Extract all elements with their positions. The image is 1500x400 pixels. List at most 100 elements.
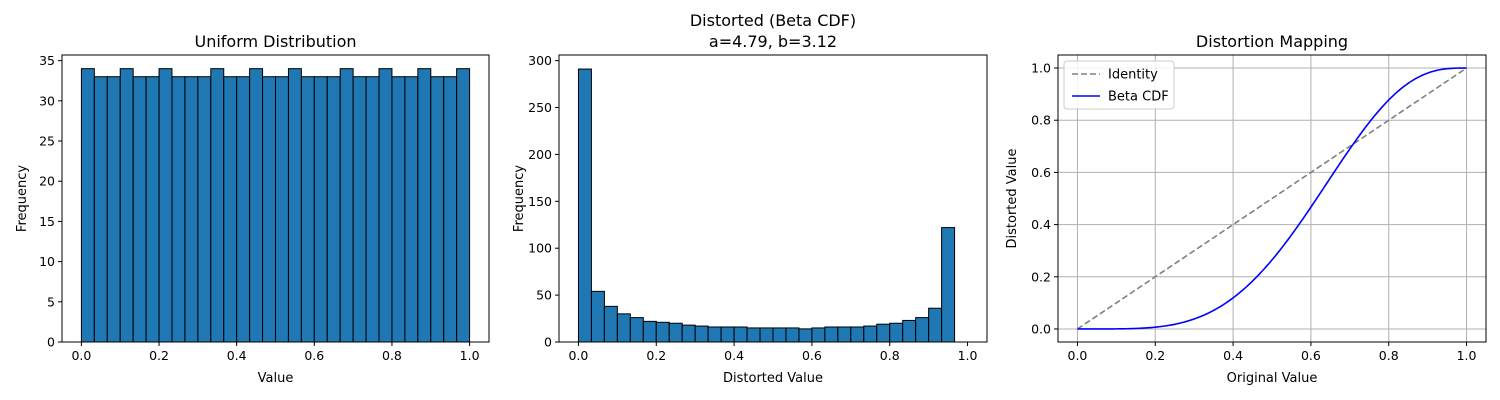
chart-1-bar-4 <box>132 76 147 343</box>
chart-1-bar-14 <box>262 76 277 343</box>
chart-3-ytick-label-5: 1.0 <box>1031 61 1051 76</box>
chart-1-ytick-label-2: 10 <box>39 254 55 269</box>
chart-2-bar-12 <box>733 326 748 343</box>
chart-1-xtick-label-3: 0.6 <box>304 348 324 363</box>
chart-2-ytick-label-1: 50 <box>536 288 552 303</box>
chart-2-bar-24 <box>889 322 904 343</box>
chart-2-xtick-label-3: 0.6 <box>802 348 822 363</box>
chart-1-ytick-label-7: 35 <box>39 53 55 68</box>
chart-2-ytick-label-5: 250 <box>528 100 552 115</box>
chart-1-bar-23 <box>378 68 393 343</box>
chart-1-bar-0 <box>80 68 95 343</box>
chart-2-bar-6 <box>655 321 670 343</box>
chart-1-bar-1 <box>93 76 108 343</box>
chart-3-xtick-label-3: 0.6 <box>1301 348 1321 363</box>
chart-2-xtick-label-0: 0.0 <box>569 348 589 363</box>
chart-2-xtick-label-1: 0.2 <box>646 348 666 363</box>
chart-1-xtick-label-0: 0.0 <box>71 348 91 363</box>
chart-2-ytick-label-2: 100 <box>528 241 552 256</box>
chart-1-bar-18 <box>313 76 328 343</box>
chart-3-ytick-label-4: 0.8 <box>1031 113 1051 128</box>
chart-3-ytick-label-0: 0.0 <box>1031 321 1051 336</box>
chart-2-bar-14 <box>759 327 774 343</box>
chart-1-bar-26 <box>417 68 432 343</box>
chart-2-bar-15 <box>772 327 787 343</box>
chart-1-ytick-label-3: 15 <box>39 214 55 229</box>
chart-1-xtick-label-1: 0.2 <box>149 348 169 363</box>
chart-2-bar-26 <box>915 317 930 343</box>
chart-2-bar-18 <box>811 327 826 343</box>
chart-1-bar-29 <box>456 68 471 343</box>
chart-3-legend-box <box>1063 60 1175 110</box>
chart-1-xtick-label-4: 0.8 <box>382 348 402 363</box>
chart-2-xtick-label-5: 1.0 <box>958 348 978 363</box>
chart-1-bar-28 <box>443 76 458 343</box>
chart-3-legend-label-beta-cdf: Beta CDF <box>1108 90 1169 105</box>
chart-2-bar-23 <box>876 323 891 343</box>
chart-2-xlabel: Distorted Value <box>723 371 823 386</box>
chart-2-bar-25 <box>902 319 917 343</box>
chart-1-xtick-label-2: 0.4 <box>227 348 247 363</box>
chart-1-bar-9 <box>197 76 212 343</box>
chart-3-xtick-label-4: 0.8 <box>1379 348 1399 363</box>
chart-2-bar-10 <box>707 326 722 343</box>
chart-1-xlabel: Value <box>258 371 294 386</box>
chart-1-ylabel: Frequency <box>15 165 30 232</box>
chart-2-bar-2 <box>603 305 618 343</box>
chart-2-bar-22 <box>863 325 878 343</box>
chart-1-bar-24 <box>391 76 406 343</box>
chart-1-ytick-label-5: 25 <box>39 134 55 149</box>
chart-1-bar-11 <box>223 76 238 343</box>
chart-1-bar-10 <box>210 68 225 343</box>
chart-1-bar-19 <box>326 76 341 343</box>
chart-3-ylabel: Distorted Value <box>1005 149 1020 249</box>
chart-2-bar-27 <box>928 307 943 343</box>
chart-2-bar-28 <box>941 227 956 343</box>
chart-2-bar-3 <box>616 313 631 343</box>
chart-2-bar-1 <box>590 290 605 343</box>
chart-2-bar-4 <box>629 317 644 343</box>
chart-2-bar-11 <box>720 326 735 343</box>
chart-2-ytick-label-0: 0 <box>544 335 552 350</box>
chart-1-ytick-label-1: 5 <box>47 294 55 309</box>
chart-1-bar-21 <box>352 76 367 343</box>
chart-2-bar-13 <box>746 327 761 343</box>
chart-2-title-line-1: Distorted (Beta CDF) <box>690 11 856 30</box>
chart-1-bar-22 <box>365 76 380 343</box>
chart-3-ytick-label-3: 0.6 <box>1031 165 1051 180</box>
chart-2-bar-16 <box>785 327 800 343</box>
chart-2-bar-20 <box>837 326 852 343</box>
chart-2-ytick-label-4: 200 <box>528 147 552 162</box>
chart-3-series-beta-cdf <box>1077 67 1467 330</box>
chart-1-bar-17 <box>300 76 315 343</box>
chart-1-ytick-label-0: 0 <box>47 335 55 350</box>
chart-2-bar-19 <box>824 326 839 343</box>
chart-2-axes-frame <box>558 54 988 343</box>
chart-1-bar-27 <box>430 76 445 343</box>
chart-1-ytick-label-4: 20 <box>39 174 55 189</box>
chart-2-ylabel: Frequency <box>512 165 527 232</box>
chart-1-bar-15 <box>275 76 289 343</box>
chart-2-bar-7 <box>668 322 683 343</box>
chart-2-bar-0 <box>577 68 592 343</box>
chart-3-xlabel: Original Value <box>1227 371 1318 386</box>
chart-2-ytick-label-3: 150 <box>528 194 552 209</box>
chart-1-bar-8 <box>184 76 199 343</box>
chart-1-bar-16 <box>287 68 302 343</box>
chart-2-bar-8 <box>681 324 696 343</box>
chart-1-bar-3 <box>119 68 134 343</box>
chart-2-ytick-label-6: 300 <box>528 53 552 68</box>
chart-1-xtick-label-5: 1.0 <box>460 348 480 363</box>
chart-3-axes-frame <box>1057 54 1487 343</box>
chart-1-bar-2 <box>106 76 121 343</box>
chart-1-title: Uniform Distribution <box>194 32 356 51</box>
chart-1-bar-7 <box>171 76 186 343</box>
chart-3-legend-label-identity: Identity <box>1108 68 1158 83</box>
chart-2-title-line-2: a=4.79, b=3.12 <box>709 32 837 51</box>
chart-3-xtick-label-1: 0.2 <box>1145 348 1165 363</box>
chart-3-xtick-label-5: 1.0 <box>1457 348 1477 363</box>
chart-1-bar-25 <box>404 76 419 343</box>
chart-3-xtick-label-0: 0.0 <box>1068 348 1088 363</box>
chart-1-ytick-label-6: 30 <box>39 93 55 108</box>
